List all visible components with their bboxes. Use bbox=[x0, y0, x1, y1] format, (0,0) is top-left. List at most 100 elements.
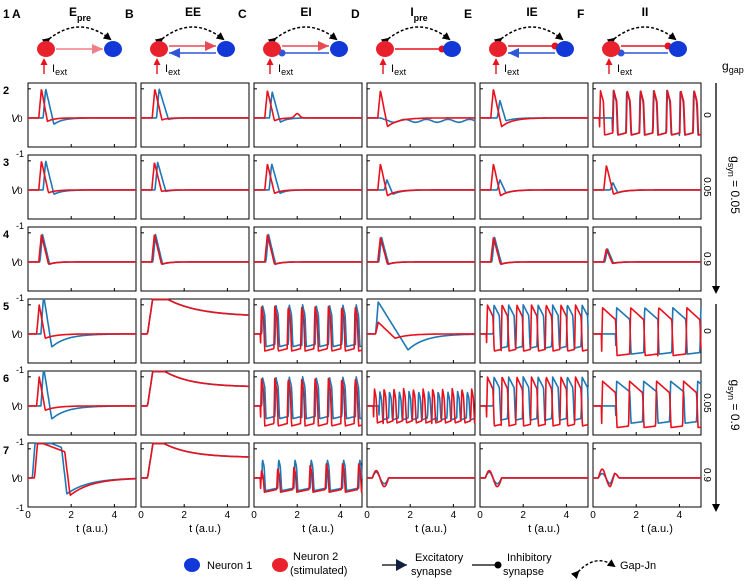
neuron1-trace bbox=[366, 117, 476, 124]
panel: V 0 -1 bbox=[11, 365, 137, 436]
x-tick-label: 4 bbox=[112, 510, 118, 521]
ggap-header: ggap bbox=[722, 59, 744, 75]
panel bbox=[592, 154, 702, 220]
panel-frame bbox=[479, 442, 589, 508]
neuron2-trace bbox=[140, 162, 250, 193]
panel-frame bbox=[140, 442, 250, 508]
y-tick-label: 0 bbox=[17, 258, 22, 268]
x-tick-label: 4 bbox=[451, 510, 457, 521]
panel: 0 2 4 t (a.u.) bbox=[590, 442, 702, 535]
legend-neuron2-label: Neuron 2 bbox=[293, 551, 338, 563]
excitatory-synapse-head bbox=[205, 41, 216, 51]
ggap-value: 0 bbox=[701, 328, 712, 334]
panel-frame bbox=[479, 370, 589, 436]
gapjn-arrow bbox=[267, 26, 338, 46]
neuron2-trace bbox=[140, 442, 250, 479]
y-axis-label: V bbox=[11, 329, 20, 341]
neuron2-trace bbox=[27, 161, 137, 194]
neuron2-trace bbox=[366, 321, 476, 339]
panel bbox=[366, 370, 476, 436]
panel-frame bbox=[592, 226, 702, 292]
neuron2-node bbox=[263, 41, 281, 57]
neuron2-trace bbox=[140, 370, 250, 407]
neuron2-trace bbox=[592, 248, 702, 265]
column-title: II bbox=[642, 5, 649, 19]
column-title: IE bbox=[526, 5, 537, 19]
panel-frame bbox=[27, 226, 137, 292]
neuron1-trace bbox=[366, 179, 476, 195]
neuron2-trace bbox=[592, 89, 702, 136]
neuron2-trace bbox=[366, 387, 476, 425]
panel bbox=[253, 298, 363, 364]
iext-label: Iext bbox=[617, 63, 633, 77]
y-tick-label: -1 bbox=[16, 293, 24, 303]
panel-frame bbox=[592, 154, 702, 220]
ggap-value: 0.05 bbox=[701, 393, 712, 413]
legend-neuron1-dot bbox=[184, 558, 200, 572]
legend-neuron2-dot bbox=[272, 558, 288, 572]
y-axis-label: V bbox=[11, 473, 20, 485]
column-header: A Epre Iext bbox=[12, 5, 122, 77]
panel: 0 2 4 t (a.u.) bbox=[251, 442, 363, 535]
gsyn-label-1: gsyn = 0.05 bbox=[726, 156, 742, 214]
ggap-value: 0 bbox=[701, 112, 712, 118]
neuron2-trace bbox=[253, 305, 363, 352]
panel: -1V 0-10 2 4t (a.u.) bbox=[11, 437, 137, 535]
legend-exc-triangle bbox=[396, 559, 407, 571]
neuron1-trace bbox=[27, 298, 137, 348]
row-number: 4 bbox=[3, 229, 10, 241]
panel-frame bbox=[366, 442, 476, 508]
panel: 0 2 4 t (a.u.) bbox=[477, 442, 589, 535]
neuron2-trace bbox=[140, 89, 250, 121]
ggap-value: 0.9 bbox=[701, 468, 712, 482]
iext-label: Iext bbox=[52, 63, 68, 77]
panel: V 0 -1 bbox=[11, 221, 137, 292]
neuron2-trace bbox=[479, 304, 589, 352]
x-axis-label: t (a.u.) bbox=[641, 523, 673, 535]
panel-frame bbox=[479, 154, 589, 220]
neuron2-trace bbox=[253, 163, 363, 195]
panel-frame bbox=[140, 298, 250, 364]
row-number: 2 bbox=[3, 85, 9, 97]
x-axis-label: t (a.u.) bbox=[528, 523, 560, 535]
y-tick-label: -1 bbox=[16, 503, 24, 513]
neuron1-node bbox=[104, 41, 122, 57]
panel-frame bbox=[27, 298, 137, 364]
legend-gapjn-arrow bbox=[570, 559, 616, 580]
panel bbox=[253, 82, 363, 148]
y-axis-label: V bbox=[11, 185, 20, 197]
y-tick-label: 0 bbox=[17, 186, 22, 196]
legend-gapjn-label: Gap-Jn bbox=[620, 560, 656, 572]
y-axis-label: V bbox=[11, 113, 20, 125]
panel bbox=[366, 226, 476, 292]
neuron2-trace bbox=[366, 469, 476, 488]
excitatory-synapse-head bbox=[92, 44, 103, 54]
panel: 0 2 4 t (a.u.) bbox=[138, 442, 250, 535]
column-title: EE bbox=[185, 5, 201, 19]
neuron1-trace bbox=[479, 304, 589, 350]
neuron2-node bbox=[489, 41, 507, 57]
row-number: 5 bbox=[3, 301, 9, 313]
y-axis-label: V bbox=[11, 401, 20, 413]
gapjn-arrow bbox=[493, 26, 564, 46]
column-header: F II Iext bbox=[577, 5, 687, 77]
x-tick-label: 0 bbox=[364, 510, 370, 521]
iext-label: Iext bbox=[391, 63, 407, 77]
row-number: 6 bbox=[3, 373, 9, 385]
excitatory-synapse-head bbox=[318, 41, 329, 51]
figure-number: 1 bbox=[3, 7, 10, 21]
column-letter: E bbox=[464, 7, 472, 21]
neuron2-trace bbox=[479, 237, 589, 265]
panel bbox=[592, 370, 702, 436]
neuron2-trace bbox=[592, 380, 702, 429]
neuron1-trace bbox=[27, 442, 137, 495]
x-tick-label: 4 bbox=[677, 510, 683, 521]
neuron2-trace bbox=[592, 165, 702, 195]
column-letter: A bbox=[12, 7, 21, 21]
panel-frame bbox=[592, 370, 702, 436]
panel-frame bbox=[366, 226, 476, 292]
panel-frame bbox=[27, 442, 137, 508]
neuron2-trace bbox=[253, 463, 363, 493]
